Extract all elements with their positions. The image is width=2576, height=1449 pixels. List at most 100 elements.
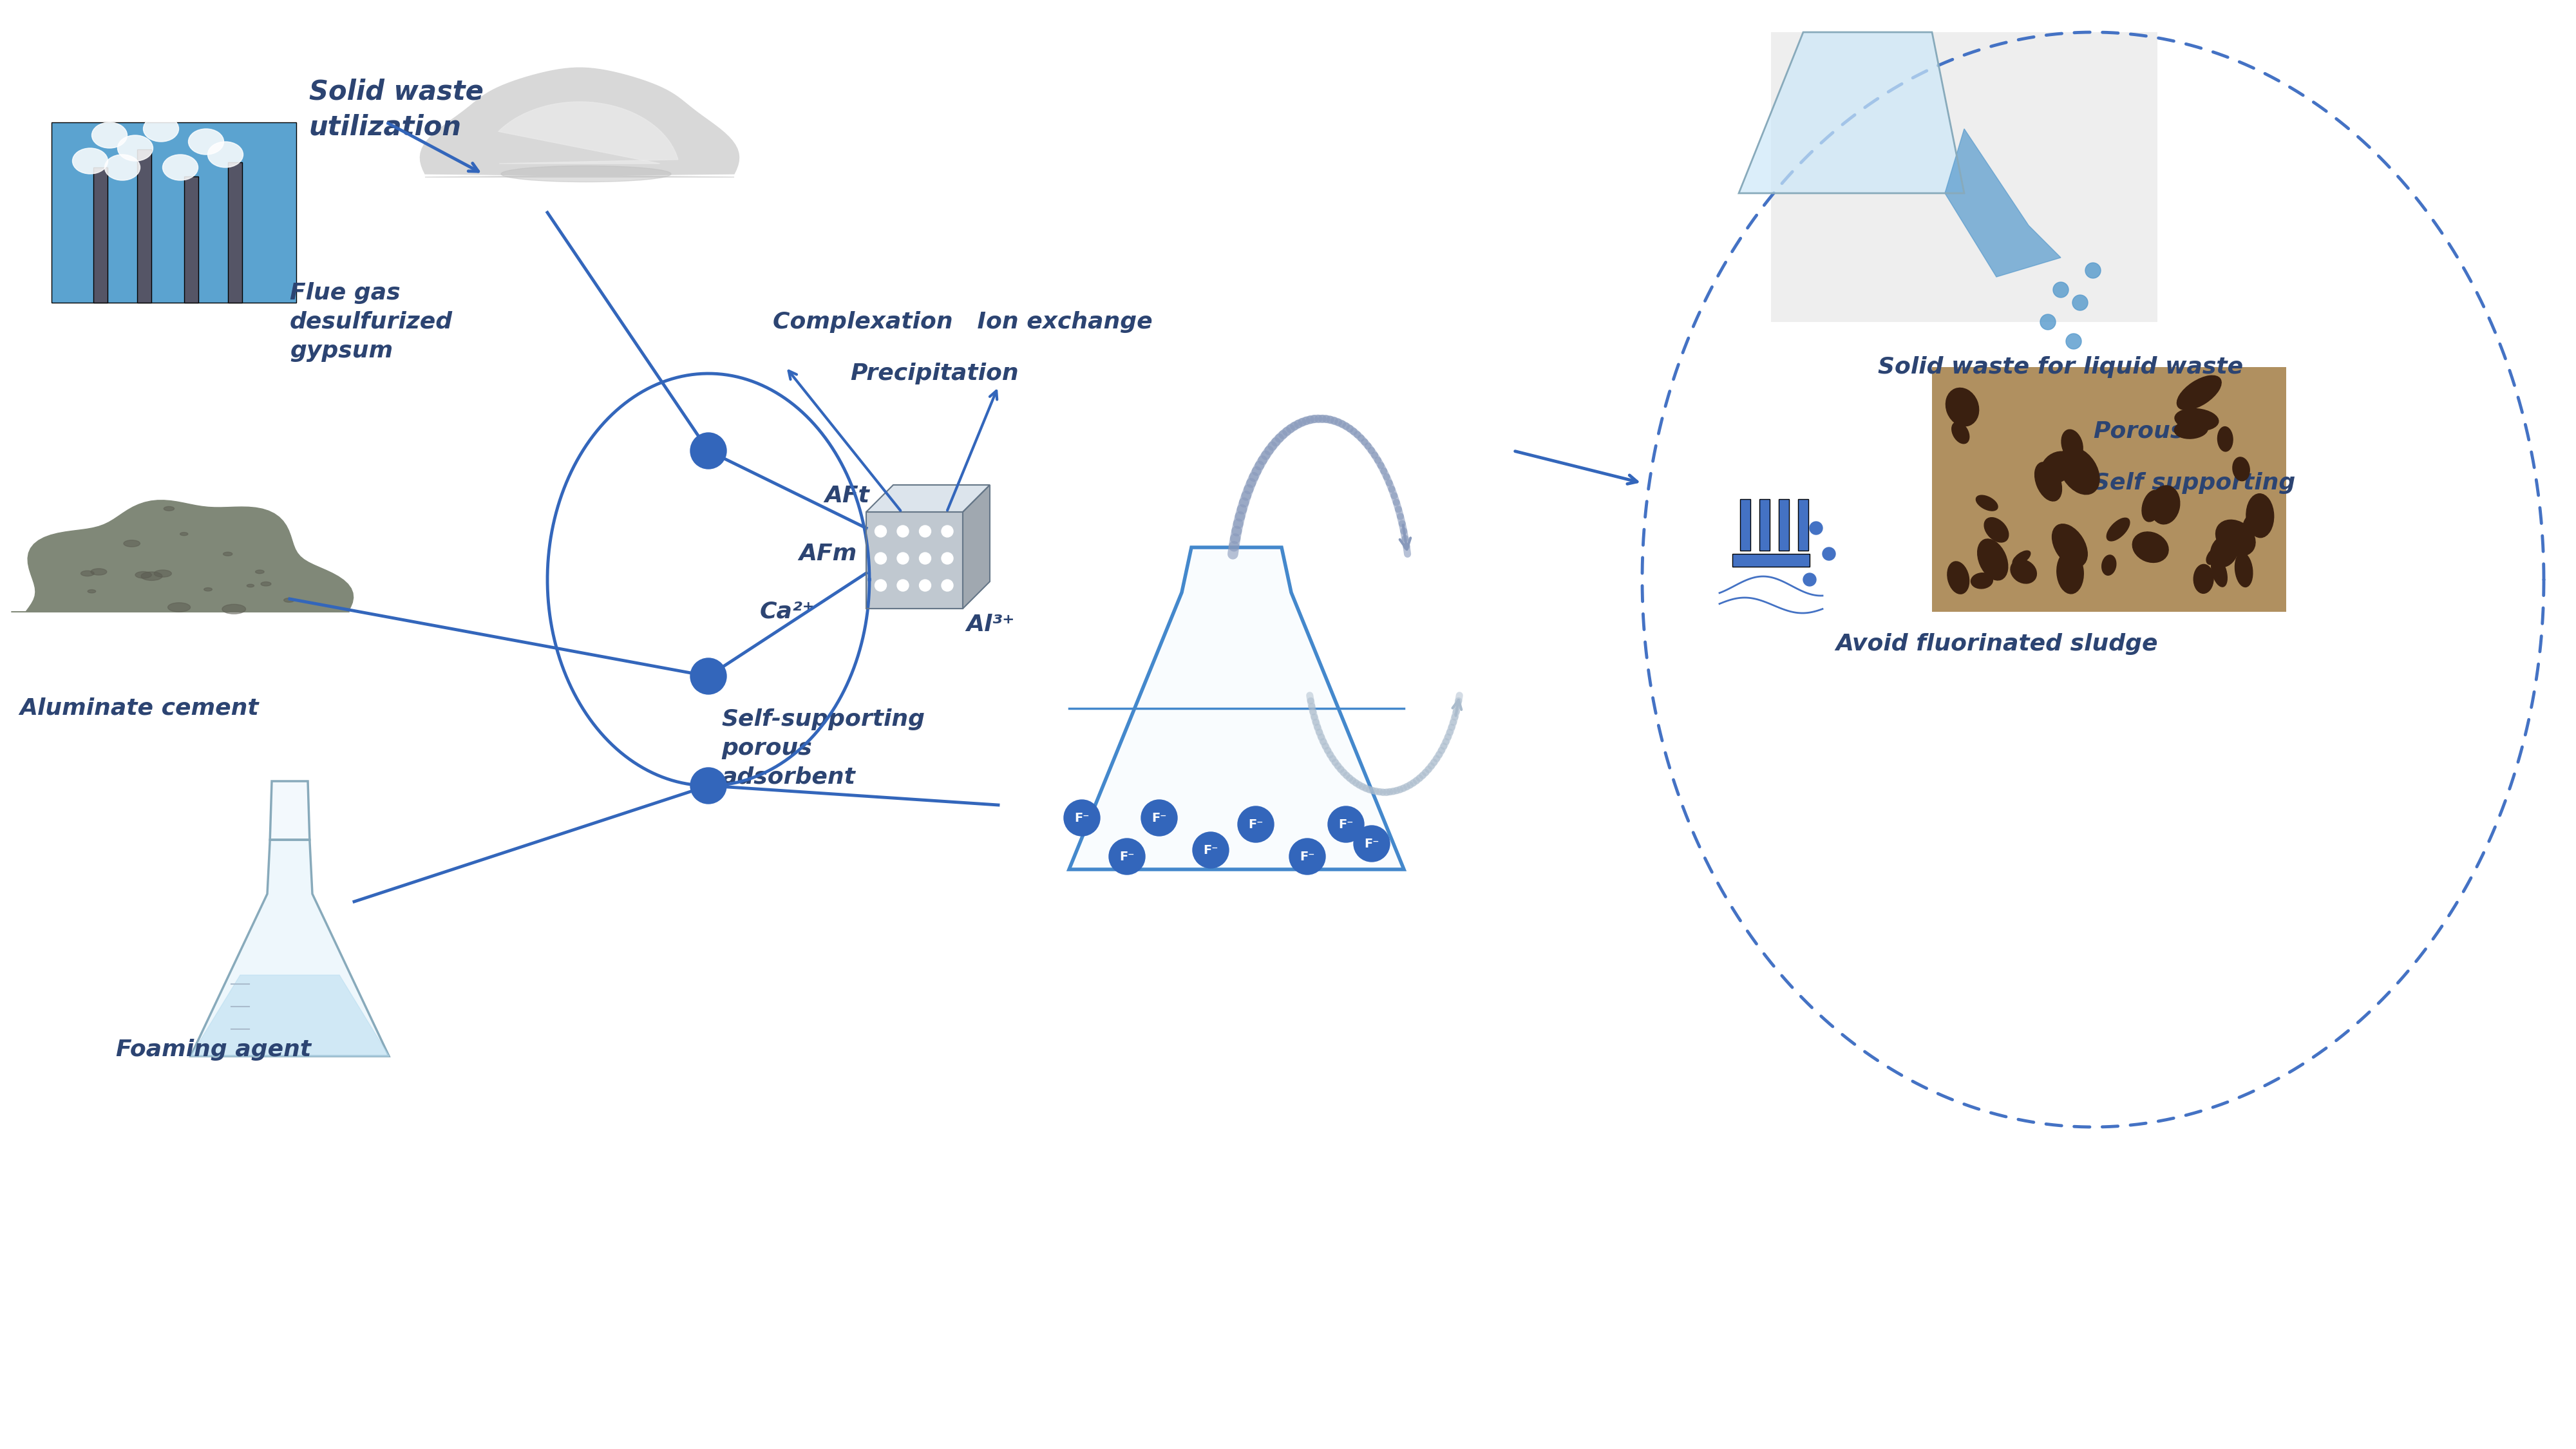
Ellipse shape [2061,429,2084,459]
Text: Solid waste for liquid waste: Solid waste for liquid waste [1878,356,2244,378]
Ellipse shape [2208,546,2223,565]
Ellipse shape [247,584,255,587]
Ellipse shape [2177,375,2221,410]
FancyBboxPatch shape [1777,498,1788,551]
Ellipse shape [144,116,178,142]
Ellipse shape [2210,535,2239,567]
Circle shape [1236,806,1273,842]
Ellipse shape [2233,458,2249,481]
Ellipse shape [2056,551,2084,594]
Ellipse shape [2035,462,2061,501]
Text: F⁻: F⁻ [1301,851,1314,862]
Circle shape [2053,283,2069,297]
Ellipse shape [2174,420,2208,439]
Ellipse shape [2210,558,2228,587]
Ellipse shape [1984,517,2009,542]
Text: F⁻: F⁻ [1365,838,1378,849]
Circle shape [2040,314,2056,330]
Ellipse shape [255,569,265,574]
Ellipse shape [2133,532,2169,562]
Circle shape [920,526,930,538]
Polygon shape [420,68,739,177]
Text: F⁻: F⁻ [1340,819,1352,830]
Ellipse shape [2040,452,2074,483]
Ellipse shape [93,122,126,148]
FancyBboxPatch shape [183,177,198,303]
Ellipse shape [137,571,152,578]
FancyBboxPatch shape [1741,498,1752,551]
Ellipse shape [2151,485,2179,525]
Ellipse shape [188,129,224,155]
Ellipse shape [500,165,670,183]
FancyBboxPatch shape [1798,498,1808,551]
Text: Complexation   Ion exchange: Complexation Ion exchange [773,312,1151,333]
Ellipse shape [1947,562,1968,594]
Circle shape [1355,826,1391,862]
Ellipse shape [2102,555,2115,575]
FancyBboxPatch shape [93,168,108,303]
Circle shape [943,526,953,538]
Text: Self-supporting
porous
adsorbent: Self-supporting porous adsorbent [721,709,925,788]
Ellipse shape [209,142,242,168]
Ellipse shape [2107,517,2130,540]
Text: F⁻: F⁻ [1121,851,1133,862]
Circle shape [1108,839,1144,875]
Text: Ca²⁺: Ca²⁺ [760,601,814,623]
Circle shape [2066,333,2081,349]
Polygon shape [191,840,389,1056]
Ellipse shape [283,598,294,603]
Text: AFm: AFm [799,543,858,565]
Text: AFt: AFt [824,485,868,507]
Polygon shape [497,101,677,164]
Text: Porous: Porous [2092,420,2184,442]
Circle shape [920,580,930,591]
Text: Self supporting: Self supporting [2092,472,2295,494]
Ellipse shape [2182,388,2197,410]
Circle shape [690,768,726,804]
Ellipse shape [2174,409,2218,430]
Ellipse shape [167,603,191,611]
Polygon shape [1069,548,1404,869]
Circle shape [690,658,726,694]
Circle shape [896,580,909,591]
Circle shape [896,552,909,564]
Circle shape [690,433,726,469]
Ellipse shape [224,552,232,556]
Ellipse shape [2143,490,2164,522]
Circle shape [1824,548,1834,561]
Ellipse shape [1971,572,1994,588]
Ellipse shape [106,155,139,180]
Ellipse shape [1945,388,1978,426]
Polygon shape [10,500,353,611]
Ellipse shape [155,569,173,577]
Text: F⁻: F⁻ [1249,819,1262,830]
Ellipse shape [180,532,188,536]
FancyBboxPatch shape [227,162,242,303]
Text: Al³⁺: Al³⁺ [966,614,1015,636]
Ellipse shape [88,590,95,593]
Ellipse shape [204,588,211,591]
Polygon shape [1945,129,2061,277]
Circle shape [1193,832,1229,868]
Ellipse shape [72,148,108,174]
Polygon shape [866,511,963,609]
FancyBboxPatch shape [52,122,296,303]
FancyBboxPatch shape [1772,32,2159,322]
Ellipse shape [260,582,270,585]
Ellipse shape [2053,525,2087,567]
Ellipse shape [2244,513,2262,536]
Circle shape [896,526,909,538]
Ellipse shape [162,155,198,180]
Ellipse shape [1978,539,2007,580]
Polygon shape [1739,32,1965,193]
Ellipse shape [1976,496,1999,510]
Text: Avoid fluorinated sludge: Avoid fluorinated sludge [1834,633,2159,655]
Text: Flue gas
desulfurized
gypsum: Flue gas desulfurized gypsum [289,283,453,362]
Ellipse shape [118,135,152,161]
Circle shape [2071,296,2087,310]
Ellipse shape [2195,565,2213,593]
Circle shape [2087,262,2102,278]
Ellipse shape [2236,554,2251,587]
Circle shape [1291,839,1324,875]
Polygon shape [866,485,989,511]
